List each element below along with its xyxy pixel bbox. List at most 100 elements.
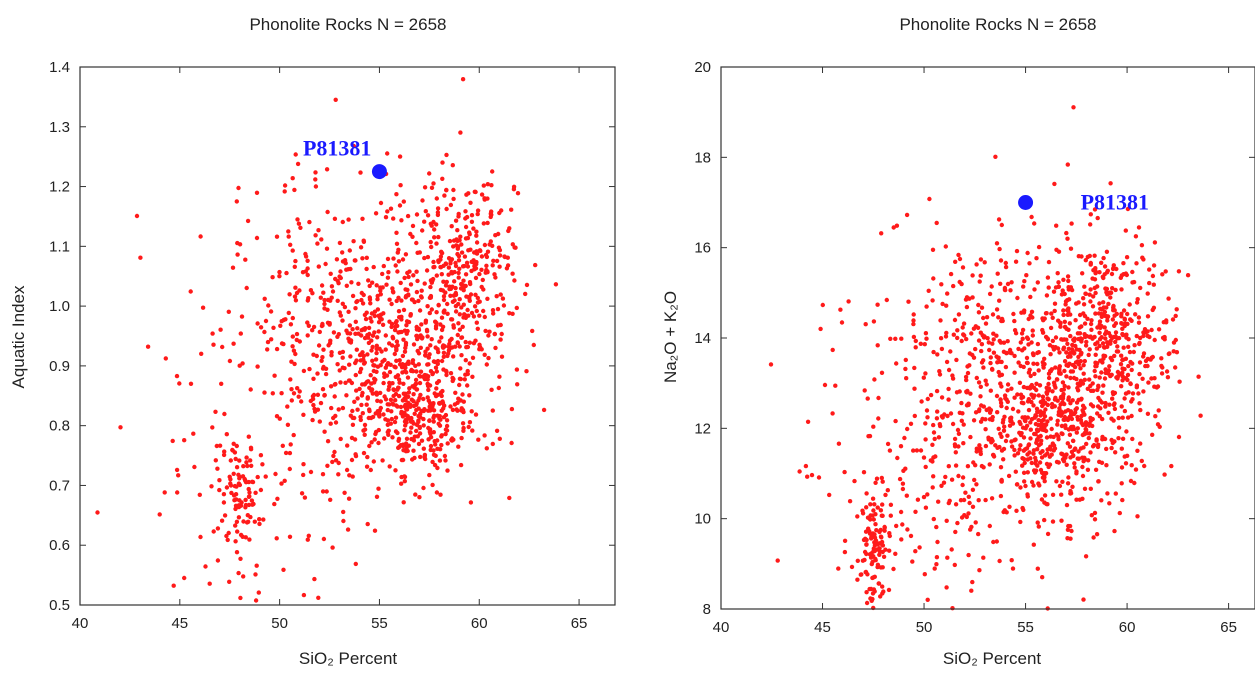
data-point	[1028, 427, 1034, 432]
data-point	[250, 479, 255, 484]
data-point	[500, 296, 506, 301]
data-point	[397, 154, 403, 159]
data-point	[440, 344, 446, 349]
data-point	[332, 449, 337, 455]
data-point	[392, 351, 397, 357]
data-point	[934, 562, 939, 567]
data-point	[1039, 497, 1045, 502]
data-point	[453, 309, 459, 314]
data-point	[1094, 346, 1100, 351]
data-point	[879, 513, 884, 518]
data-point	[228, 483, 234, 488]
data-point	[876, 395, 881, 401]
data-point	[456, 321, 461, 326]
data-point	[413, 492, 418, 497]
data-point	[975, 325, 981, 330]
data-point	[394, 241, 400, 246]
data-point	[337, 240, 343, 246]
data-point	[1076, 449, 1081, 454]
data-point	[1102, 345, 1107, 350]
data-point	[961, 497, 967, 503]
data-point	[1018, 363, 1023, 369]
data-point	[253, 490, 258, 495]
data-point	[286, 229, 291, 234]
data-point	[397, 358, 402, 363]
data-point	[1073, 318, 1078, 323]
data-point	[479, 192, 485, 197]
data-point	[249, 463, 254, 468]
data-point	[978, 257, 984, 262]
data-point	[977, 407, 982, 412]
data-point	[406, 293, 411, 298]
data-point	[374, 369, 379, 374]
data-point	[865, 572, 870, 577]
data-point	[1035, 520, 1040, 525]
data-point	[1095, 284, 1100, 289]
data-point	[457, 312, 462, 317]
data-point	[485, 182, 490, 187]
data-point	[323, 371, 329, 377]
data-point	[235, 529, 240, 534]
data-point	[944, 359, 950, 365]
data-point	[353, 331, 358, 336]
data-point	[377, 414, 382, 419]
data-point	[1005, 388, 1010, 393]
data-point	[422, 455, 427, 460]
data-point	[395, 269, 400, 274]
data-point	[966, 511, 971, 516]
data-point	[983, 321, 989, 326]
data-point	[1050, 389, 1055, 394]
data-point	[384, 282, 389, 287]
data-point	[1054, 459, 1060, 465]
data-point	[411, 392, 416, 397]
data-point	[1024, 273, 1029, 278]
data-point	[452, 279, 457, 284]
data-point	[430, 482, 435, 488]
data-point	[427, 418, 432, 423]
data-point	[925, 396, 930, 402]
data-point	[430, 459, 435, 465]
data-point	[287, 292, 292, 297]
data-point	[979, 403, 984, 408]
data-point	[495, 306, 501, 312]
data-point	[970, 579, 975, 585]
data-point	[493, 345, 498, 351]
data-point	[284, 270, 289, 276]
data-point	[1068, 491, 1074, 496]
data-point	[453, 303, 459, 309]
data-point	[389, 301, 394, 307]
data-point	[327, 321, 332, 326]
data-point	[1072, 364, 1078, 370]
data-point	[1100, 416, 1105, 422]
data-point	[1147, 280, 1152, 286]
data-point	[1129, 463, 1134, 468]
data-point	[280, 443, 285, 448]
data-point	[440, 176, 445, 181]
data-point	[956, 473, 961, 479]
data-point	[980, 333, 985, 338]
data-point	[978, 449, 983, 454]
data-point	[1088, 450, 1093, 455]
data-point	[1185, 273, 1191, 278]
data-point	[1013, 469, 1018, 474]
data-point	[428, 284, 433, 290]
data-point	[485, 220, 490, 226]
data-point	[322, 301, 327, 307]
data-point	[1094, 532, 1100, 537]
data-point	[978, 384, 983, 389]
data-point	[994, 241, 1000, 246]
data-point	[424, 268, 430, 273]
data-point	[956, 431, 962, 436]
data-point	[1112, 406, 1118, 412]
data-point	[328, 421, 333, 426]
data-point	[435, 438, 440, 443]
data-point	[234, 465, 240, 470]
data-point	[463, 216, 468, 221]
data-point	[1029, 309, 1035, 314]
data-point	[1090, 304, 1096, 309]
data-point	[404, 413, 409, 418]
data-point	[396, 438, 401, 443]
data-point	[290, 248, 295, 253]
data-point	[979, 305, 985, 310]
data-point	[372, 528, 378, 533]
